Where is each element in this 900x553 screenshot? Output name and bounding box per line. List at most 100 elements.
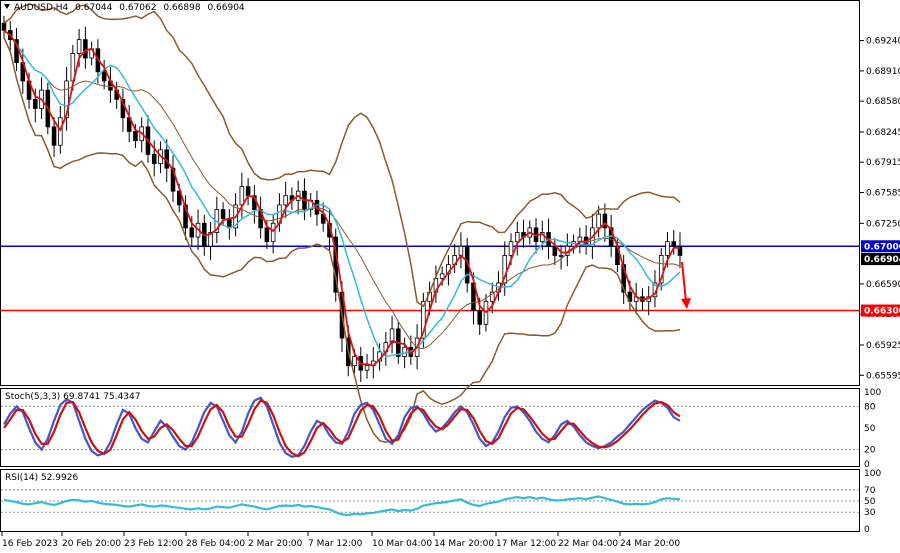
candle-body: [540, 232, 545, 243]
candle-body: [151, 154, 157, 165]
candle: [658, 248, 664, 291]
price-tick-label: 0.65925: [866, 341, 900, 351]
candle-body: [458, 245, 464, 256]
candle-body: [83, 39, 88, 59]
candle-body: [602, 213, 608, 229]
fast-ma-line: [3, 29, 680, 367]
candle-body: [352, 356, 357, 367]
indicator-tick-label: 100: [864, 388, 881, 398]
time-tick-label: 14 Mar 20:00: [434, 539, 494, 549]
candle-body: [552, 245, 558, 256]
candle-body: [477, 310, 482, 325]
symbol-menu-triangle-icon[interactable]: [4, 4, 10, 9]
candle: [283, 181, 288, 218]
candle: [671, 229, 677, 255]
candle: [220, 202, 226, 227]
candle-body: [208, 232, 213, 247]
candle: [64, 67, 69, 131]
candle-body: [183, 204, 188, 229]
indicator-tick-label: 20: [864, 446, 876, 456]
ohlc-close: 0.66904: [207, 3, 244, 13]
price-tick-label: 0.68910: [866, 67, 900, 77]
price-tick-label: 0.67585: [866, 189, 900, 199]
price-axis: 0.69240 0.68910 0.68580 0.68245 0.67915 0.675…: [860, 37, 900, 381]
candle-body: [220, 209, 226, 220]
candle: [183, 195, 188, 240]
candle-body: [270, 222, 276, 243]
candle-body: [264, 227, 270, 243]
stoch-plot-frame: [0, 388, 860, 467]
current-price-label: 0.66904: [864, 255, 900, 265]
candle-body: [364, 365, 370, 371]
candle: [421, 292, 426, 348]
indicator-tick-label: 100: [864, 469, 881, 479]
price-tick-label: 0.66590: [866, 280, 900, 290]
rsi-header: RSI(14) 52.9926: [5, 473, 78, 483]
ohlc-high: 0.67062: [119, 3, 156, 13]
slow-ma-line: [3, 29, 681, 358]
candle-body: [421, 300, 426, 339]
candle-body: [176, 190, 182, 206]
candle-body: [283, 195, 288, 206]
candle: [540, 220, 545, 251]
candle-body: [245, 186, 251, 197]
candle-body: [665, 241, 670, 256]
time-tick-label: 7 Mar 12:00: [308, 539, 363, 549]
indicator-series-line: [3, 396, 681, 458]
candle-body: [658, 255, 664, 284]
middle-band-line: [3, 30, 681, 350]
indicator-series-line: [3, 399, 681, 458]
price-tick-label: 0.67250: [866, 219, 900, 229]
candle: [677, 232, 683, 269]
candle-body: [508, 241, 514, 256]
candle-body: [596, 213, 601, 229]
candle: [1, 15, 7, 38]
indicator-tick-label: 80: [864, 402, 876, 412]
candle: [514, 221, 520, 256]
candle-body: [239, 186, 245, 206]
candle: [364, 353, 370, 379]
time-tick-label: 22 Mar 04:00: [558, 539, 618, 549]
time-tick-label: 24 Mar 20:00: [620, 539, 680, 549]
symbol-name: AUDUSD: [14, 3, 53, 13]
lower-band-line: [3, 37, 681, 443]
overlays: [3, 3, 681, 443]
time-tick-label: 2 Mar 20:00: [248, 539, 303, 549]
price-tick-label: 0.65595: [866, 371, 900, 381]
indicator-tick-label: 0: [864, 460, 870, 470]
stoch-header: Stoch(5,3,3) 69.8741 75.4347: [5, 392, 140, 402]
price-tick-label: 0.68580: [866, 97, 900, 107]
time-tick-label: 10 Mar 04:00: [372, 539, 432, 549]
time-tick-label: 23 Feb 12:00: [124, 539, 183, 549]
candle: [596, 205, 601, 238]
candle: [489, 282, 495, 314]
candle-body: [133, 131, 138, 142]
ohlc-open: 0.67044: [75, 3, 112, 13]
candle: [208, 221, 213, 261]
indicator-tick-label: 50: [864, 497, 876, 507]
price-tick-label: 0.67915: [866, 158, 900, 168]
time-tick-label: 20 Feb 20:00: [62, 539, 121, 549]
time-axis: 16 Feb 2023 20 Feb 20:00 23 Feb 12:00 28 Fe…: [1, 532, 680, 549]
time-tick-label: 28 Feb 04:00: [186, 539, 245, 549]
time-tick-label: 16 Feb 2023: [2, 539, 58, 549]
indicator-tick-label: 30: [864, 508, 876, 518]
candle-body: [189, 227, 195, 238]
candle: [101, 60, 107, 90]
time-tick-label: 17 Mar 12:00: [496, 539, 556, 549]
candle-body: [33, 98, 38, 109]
candle-body: [671, 241, 677, 247]
candle-body: [402, 346, 407, 357]
indicator-tick-label: 50: [864, 424, 876, 434]
current-price-tag: [861, 253, 900, 266]
candle-body: [76, 39, 82, 54]
indicator-series-line: [3, 495, 681, 517]
candle-body: [64, 80, 69, 119]
candle: [51, 117, 57, 158]
symbol-header: AUDUSD,H4 0.67044 0.67062 0.66898 0.6690…: [14, 3, 245, 13]
